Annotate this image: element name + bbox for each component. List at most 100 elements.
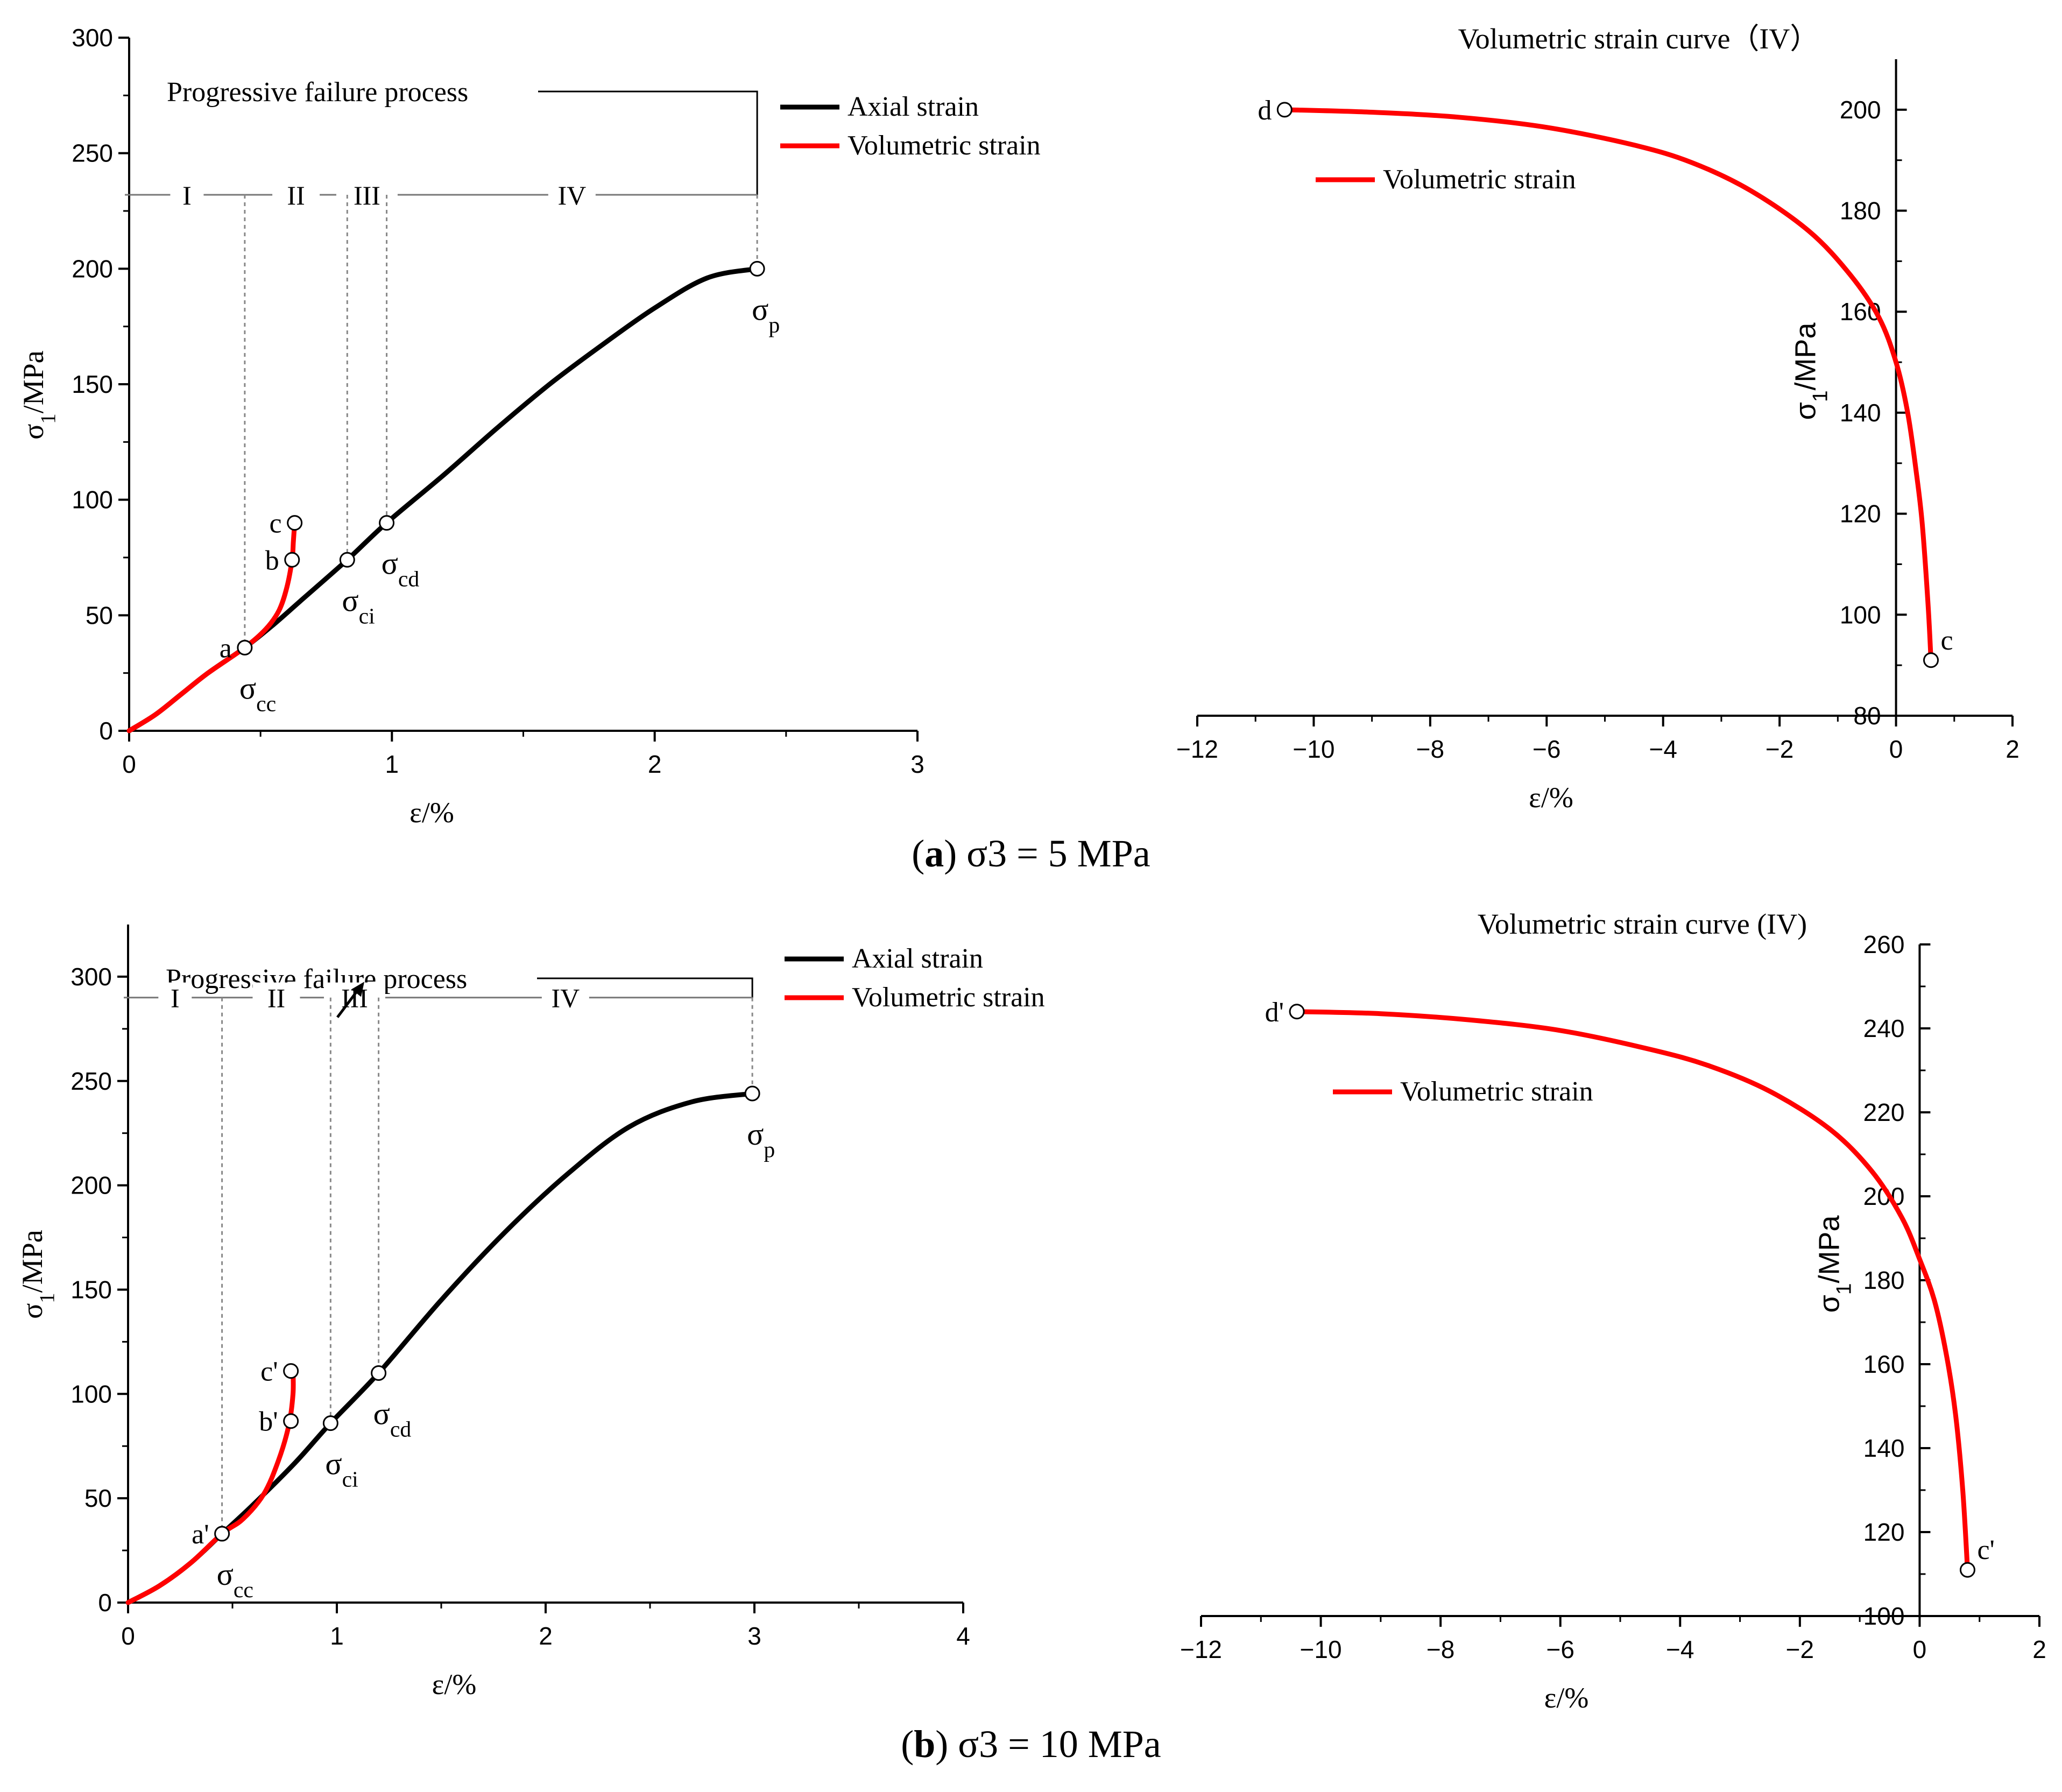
y-tick-label: 140 [1863, 1434, 1905, 1462]
data-point-marker [287, 515, 303, 531]
point-label: c' [260, 1357, 278, 1387]
y-tick-label: 300 [72, 24, 113, 52]
x-tick-label: −6 [1546, 1635, 1574, 1663]
stage-label-I: I [171, 983, 180, 1013]
process-bracket [538, 90, 758, 195]
y-tick-label: 100 [1840, 601, 1881, 629]
stage-label-III: III [354, 180, 380, 210]
point-label: c [270, 509, 282, 539]
y-tick-label: 250 [70, 1067, 112, 1095]
caption-b: (b) σ3 = 10 MPa [901, 1723, 1161, 1766]
data-point-marker [283, 1413, 299, 1429]
stress-threshold-label: σci [342, 583, 375, 629]
x-axis-label: ε/% [409, 796, 454, 829]
chart-a-right: −12 −10 −8 −6 −4 −2 0 280100120140160180200ε/%σ… [1176, 23, 2019, 814]
data-point-marker [284, 552, 300, 568]
y-tick-label: 250 [72, 139, 113, 167]
stress-threshold-label: σp [747, 1117, 775, 1162]
data-point-marker [214, 1526, 230, 1542]
x-tick-label: 3 [910, 750, 924, 778]
y-axis-label: σ1/MPa [17, 350, 60, 440]
stage-label-II: II [267, 983, 285, 1013]
data-point-marker [1923, 652, 1939, 668]
y-tick-label: 50 [86, 601, 113, 629]
x-tick-label: 3 [747, 1622, 761, 1650]
x-tick-label: 4 [956, 1622, 970, 1650]
x-tick-label: 2 [2005, 735, 2019, 763]
y-tick-label: 300 [70, 963, 112, 991]
x-tick-label: −2 [1766, 735, 1793, 763]
x-tick-label: 1 [330, 1622, 344, 1650]
y-tick-label: 160 [1863, 1350, 1905, 1378]
y-tick-label: 150 [70, 1275, 112, 1303]
stress-threshold-label: σp [752, 292, 780, 337]
chart-title: Volumetric strain curve (IV) [1478, 908, 1807, 940]
process-label: Progressive failure process [167, 77, 468, 108]
legend: Axial strain Volumetric strain [785, 943, 1045, 1013]
stage-knockout [252, 982, 300, 1013]
x-tick-label: 2 [2032, 1635, 2046, 1663]
x-axis-label: ε/% [1529, 781, 1573, 814]
legend-entry: Volumetric strain [848, 130, 1041, 161]
y-axis-label: σ1/MPa [1790, 322, 1832, 420]
stress-threshold-label: σcc [217, 1557, 253, 1603]
stress-threshold-label: σcd [373, 1396, 412, 1442]
legend-entry: Volumetric strain [1400, 1076, 1593, 1107]
data-point-marker [1959, 1562, 1975, 1578]
y-tick-label: 150 [72, 370, 113, 398]
data-point-marker [749, 260, 765, 277]
data-point-marker [237, 639, 253, 655]
legend: Volumetric strain [1316, 164, 1576, 195]
stage-knockout [170, 179, 204, 210]
y-tick-label: 200 [72, 255, 113, 283]
process-bracket [537, 977, 753, 998]
y-tick-label: 120 [1863, 1518, 1905, 1546]
y-axis-label: σ1/MPa [16, 1230, 59, 1319]
data-point-marker [744, 1085, 760, 1102]
y-tick-label: 0 [99, 717, 113, 745]
data-point-marker [379, 515, 395, 531]
y-tick-label: 100 [70, 1380, 112, 1408]
y-tick-label: 140 [1840, 399, 1881, 427]
stage-knockout [548, 179, 596, 210]
x-tick-label: 0 [1889, 735, 1903, 763]
legend-entry: Axial strain [848, 91, 979, 122]
chart-title: Volumetric strain curve（IV） [1458, 23, 1819, 55]
stage-knockout [158, 982, 192, 1013]
caption-a: (a) σ3 = 5 MPa [912, 832, 1150, 875]
x-axis-label: ε/% [1544, 1682, 1589, 1714]
point-label: b' [259, 1407, 278, 1437]
y-tick-label: 100 [1863, 1602, 1905, 1630]
y-tick-label: 200 [1840, 96, 1881, 124]
stress-threshold-label: σci [325, 1447, 358, 1492]
point-label: d' [1265, 997, 1284, 1028]
stress-threshold-label: σcd [382, 546, 420, 592]
chart-b-right: −12 −10 −8 −6 −4 −2 0 2100120140160180200220240… [1180, 908, 2046, 1714]
x-tick-label: −2 [1786, 1635, 1814, 1663]
chart-a-left: 0 1 2 3 0 50 100 150 200 250 300 ε/% σ1/MPa Progressi… [17, 24, 1041, 829]
data-point-marker [339, 552, 355, 568]
y-axis-label: σ1/MPa [1813, 1215, 1855, 1313]
x-tick-label: 2 [648, 750, 662, 778]
stage-knockout [541, 982, 589, 1013]
stage-label-II: II [287, 180, 305, 210]
y-tick-label: 240 [1863, 1014, 1905, 1042]
point-label: a [220, 633, 232, 664]
point-label: d [1258, 95, 1272, 126]
x-tick-label: 2 [539, 1622, 553, 1650]
data-point-marker [283, 1363, 299, 1379]
point-label: c [1941, 625, 1953, 656]
x-tick-label: 1 [385, 750, 399, 778]
point-label: c' [1977, 1535, 1994, 1565]
data-point-marker [1276, 102, 1293, 118]
point-label: a' [192, 1519, 209, 1550]
data-point-marker [371, 1365, 387, 1381]
y-tick-label: 180 [1840, 197, 1881, 225]
x-axis-label: ε/% [432, 1668, 477, 1701]
y-tick-label: 50 [84, 1484, 112, 1512]
legend-entry: Volumetric strain [1383, 164, 1576, 195]
x-tick-label: −12 [1176, 735, 1218, 763]
stage-label-IV: IV [557, 180, 586, 210]
y-tick-label: 260 [1863, 930, 1905, 958]
